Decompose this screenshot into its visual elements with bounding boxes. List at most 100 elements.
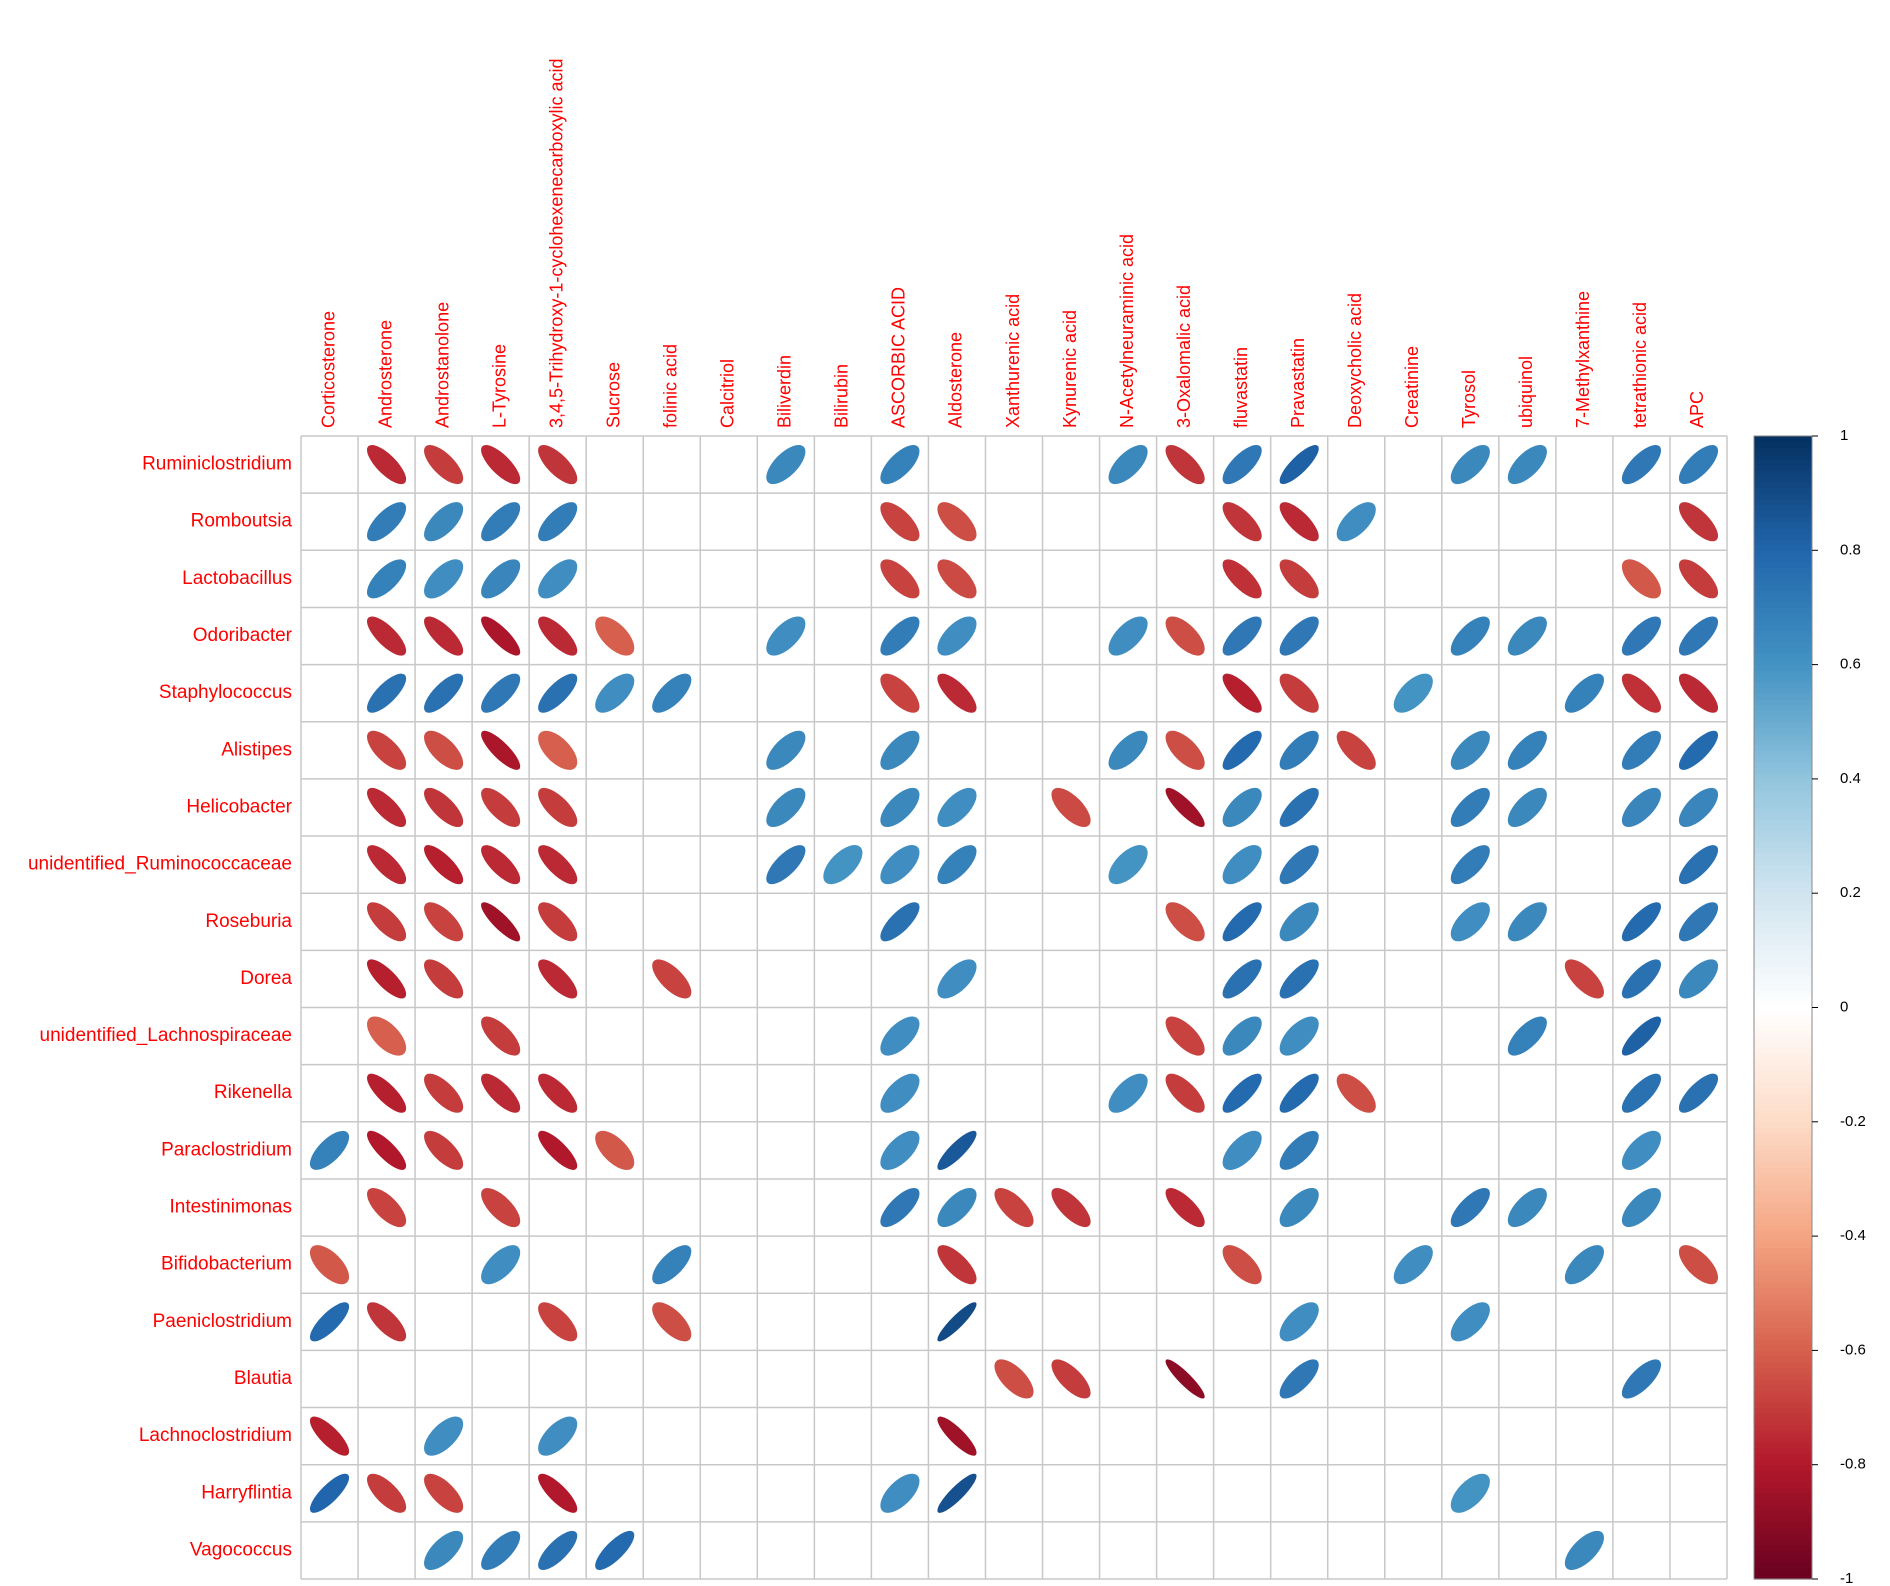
colorbar-segment (1754, 1373, 1812, 1380)
colorbar-segment (1754, 676, 1812, 683)
colorbar-segment (1754, 493, 1812, 500)
row-label: Roseburia (205, 911, 292, 932)
colorbar-segment (1754, 790, 1812, 797)
correlation-ellipse (1450, 1473, 1490, 1513)
correlation-ellipse (937, 787, 977, 828)
column-label: Androsterone (375, 320, 395, 428)
correlation-ellipse (880, 616, 920, 656)
correlation-ellipse (1678, 959, 1719, 999)
colorbar-segment (1754, 1430, 1812, 1437)
correlation-ellipse (1450, 787, 1490, 828)
colorbar-segment (1754, 916, 1812, 923)
correlation-ellipse (424, 845, 464, 885)
correlation-ellipse (1621, 1073, 1662, 1113)
colorbar-segment (1754, 750, 1812, 757)
colorbar-segment (1754, 1504, 1812, 1512)
colorbar-segment (1754, 1476, 1812, 1483)
colorbar-segment (1754, 773, 1812, 780)
colorbar-segment (1754, 1481, 1812, 1489)
colorbar-segment (1754, 910, 1812, 917)
correlation-ellipse (1165, 902, 1205, 942)
correlation-ellipse (1678, 1245, 1719, 1285)
row-label: Helicobacter (186, 796, 292, 817)
correlation-ellipse (880, 673, 920, 713)
colorbar-segment (1754, 990, 1812, 997)
colorbar-segment (1754, 1081, 1812, 1089)
colorbar-segment (1754, 516, 1812, 523)
correlation-ellipse (937, 616, 977, 656)
colorbar-segment (1754, 1070, 1812, 1077)
correlation-ellipse (366, 445, 407, 485)
colorbar-segment (1754, 1247, 1812, 1254)
colorbar-segment (1754, 1573, 1812, 1580)
correlation-ellipse (1165, 787, 1205, 828)
correlation-ellipse (1450, 902, 1490, 942)
correlation-ellipse (366, 1187, 407, 1228)
colorbar-segment (1754, 1367, 1812, 1374)
correlation-ellipse (366, 730, 407, 770)
correlation-ellipse (538, 845, 578, 885)
colorbar-segment (1754, 624, 1812, 631)
colorbar-segment (1754, 716, 1812, 723)
column-label: 3,4,5-Trihydroxy-1-cyclohexenecarboxylic… (546, 59, 566, 428)
correlation-ellipse (538, 1073, 578, 1113)
colorbar-segment (1754, 596, 1812, 603)
correlation-ellipse (652, 1245, 692, 1285)
colorbar-segment (1754, 1218, 1812, 1226)
column-label: Calcitriol (718, 359, 738, 428)
correlation-ellipse (366, 673, 407, 713)
correlation-ellipse (538, 1302, 578, 1342)
correlation-ellipse (652, 1302, 692, 1342)
colorbar-segment (1754, 1236, 1812, 1243)
colorbar-segment (1754, 1116, 1812, 1123)
correlation-ellipse (1507, 616, 1547, 656)
correlation-ellipse (1222, 845, 1262, 885)
row-label: Paeniclostridium (153, 1311, 292, 1332)
colorbar-segment (1754, 1293, 1812, 1300)
correlation-ellipse (1564, 1245, 1604, 1285)
column-label: tetrathionic acid (1630, 302, 1650, 428)
correlation-ellipse (424, 902, 464, 942)
correlation-ellipse (766, 445, 806, 485)
correlation-ellipse (1222, 502, 1262, 542)
correlation-ellipse (1450, 845, 1490, 885)
colorbar-segment (1754, 881, 1812, 889)
correlation-ellipse (1621, 1359, 1662, 1399)
colorbar-segment (1754, 670, 1812, 677)
colorbar-segment (1754, 1127, 1812, 1134)
colorbar-segment (1754, 864, 1812, 871)
correlation-ellipse (880, 502, 920, 542)
column-label: 7-Methylxanthine (1573, 291, 1593, 428)
correlation-ellipse (1165, 1073, 1205, 1113)
correlation-ellipse (538, 1473, 578, 1513)
colorbar-segment (1754, 1144, 1812, 1151)
colorbar-segment (1754, 601, 1812, 609)
colorbar-segment (1754, 813, 1812, 820)
correlation-ellipse (1678, 445, 1719, 485)
column-label: 3-Oxalomalic acid (1174, 285, 1194, 428)
colorbar-segment (1754, 1150, 1812, 1157)
correlation-ellipse (1678, 559, 1719, 599)
colorbar-tick-label: 0 (1840, 998, 1848, 1015)
correlation-ellipse (1222, 445, 1262, 485)
colorbar-segment (1754, 1024, 1812, 1031)
colorbar-segment (1754, 1350, 1812, 1357)
correlation-ellipse (1678, 1073, 1719, 1113)
column-label: Biliverdin (775, 355, 795, 428)
colorbar-segment (1754, 1304, 1812, 1311)
correlation-ellipse (1279, 559, 1319, 599)
correlation-ellipse (1222, 730, 1262, 770)
column-label: Kynurenic acid (1060, 310, 1080, 428)
colorbar-segment (1754, 527, 1812, 534)
colorbar-segment (1754, 698, 1812, 706)
correlation-ellipse (1621, 787, 1662, 828)
correlation-ellipse (1222, 559, 1262, 599)
correlation-ellipse (1222, 959, 1262, 999)
row-label: Paraclostridium (161, 1139, 292, 1160)
colorbar-tick-label: 1 (1840, 427, 1848, 444)
colorbar-segment (1754, 1110, 1812, 1117)
correlation-ellipse (1564, 1530, 1604, 1570)
row-label: Odoribacter (193, 625, 293, 646)
column-label: Deoxycholic acid (1345, 293, 1365, 428)
row-label: Intestinimonas (169, 1197, 292, 1218)
